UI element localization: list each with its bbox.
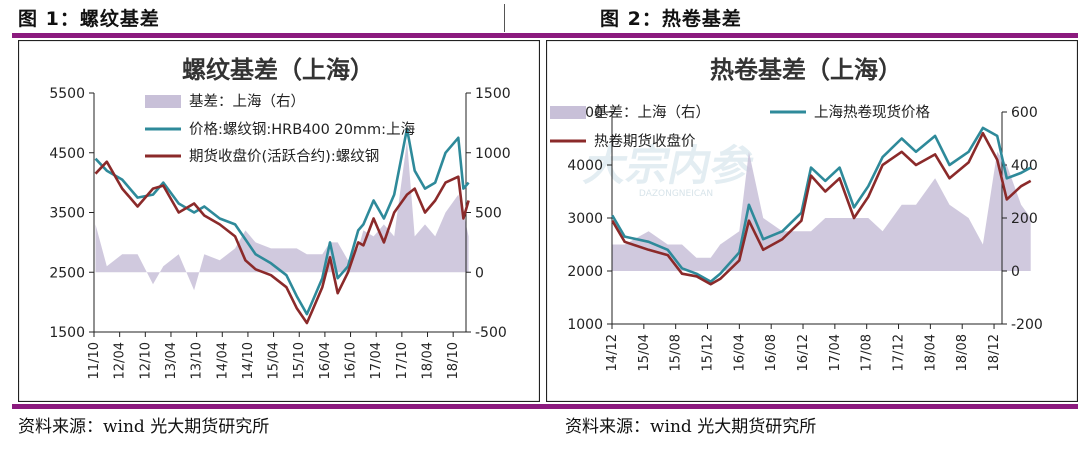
x-tick-label: 15/10	[292, 342, 307, 379]
futures-price-series	[94, 160, 470, 325]
figure-1-title: 图 1：螺纹基差	[18, 8, 160, 30]
figure-2-source: 资料来源：wind 光大期货研究所	[565, 417, 817, 437]
x-tick-label: 16/04	[318, 342, 333, 379]
y-left-tick-label: 4500	[49, 146, 85, 162]
x-tick-label: 18/12	[987, 334, 1002, 371]
x-tick-label: 17/08	[860, 334, 875, 371]
y-left-tick-label: 5500	[49, 86, 85, 102]
y-right-tick-label: 500	[475, 206, 502, 222]
x-tick-label: 16/04	[732, 334, 747, 371]
chart-title: 螺纹基差（上海）	[182, 56, 374, 84]
x-tick-label: 18/04	[421, 342, 436, 379]
x-tick-label: 16/10	[344, 342, 359, 379]
figure-1-source: 资料来源：wind 光大期货研究所	[18, 417, 270, 437]
x-tick-label: 17/04	[369, 342, 384, 379]
y-right-tick-label: 0	[1011, 264, 1020, 280]
x-tick-label: 12/04	[113, 342, 128, 379]
hrc-basis-chart: 热卷基差（上海）大宗内参DAZONGNEICAN1000200030004000…	[546, 40, 1078, 402]
x-tick-label: 17/10	[395, 342, 410, 379]
x-tick-label: 15/04	[267, 342, 282, 379]
watermark-subtext: DAZONGNEICAN	[639, 189, 713, 199]
y-left-tick-label: 2000	[567, 264, 603, 280]
y-left-tick-label: 1500	[49, 325, 85, 341]
header-divider	[504, 4, 505, 32]
legend-swatch-basis	[550, 106, 586, 119]
y-right-tick-label: -200	[1011, 317, 1043, 333]
x-tick-label: 13/10	[190, 342, 205, 379]
bottom-rule	[12, 404, 1078, 409]
x-tick-label: 14/12	[605, 334, 620, 371]
x-tick-label: 15/12	[701, 334, 716, 371]
legend-label: 期货收盘价(活跃合约):螺纹钢	[189, 147, 379, 165]
y-left-tick-label: 3500	[49, 206, 85, 222]
x-tick-label: 14/04	[215, 342, 230, 379]
y-right-tick-label: 1500	[475, 86, 511, 102]
basis-area-series	[95, 140, 469, 291]
x-tick-label: 17/12	[892, 334, 907, 371]
figure-2-title: 图 2：热卷基差	[600, 8, 742, 30]
x-tick-label: 14/10	[241, 342, 256, 379]
x-tick-label: 16/08	[764, 334, 779, 371]
x-tick-label: 17/04	[828, 334, 843, 371]
spot-price-series	[94, 127, 470, 316]
y-right-tick-label: -500	[475, 325, 507, 341]
x-tick-label: 16/12	[796, 334, 811, 371]
y-left-tick-label: 2500	[49, 265, 85, 281]
y-right-tick-label: 600	[1011, 105, 1038, 121]
x-tick-label: 18/08	[955, 334, 970, 371]
y-left-tick-label: 1000	[567, 317, 603, 333]
x-tick-label: 11/10	[87, 342, 102, 379]
y-left-tick-label: 4000	[567, 158, 603, 174]
y-right-tick-label: 0	[475, 265, 484, 281]
watermark-text: 大宗内参	[580, 142, 759, 190]
legend-swatch-basis	[145, 95, 181, 108]
legend-label: 热卷期货收盘价	[594, 132, 696, 150]
spot-price-series	[611, 126, 1032, 283]
basis-area-series	[612, 151, 1031, 271]
futures-price-series	[611, 131, 1032, 286]
x-tick-label: 18/04	[923, 334, 938, 371]
y-right-tick-label: 1000	[475, 146, 511, 162]
x-tick-label: 13/04	[164, 342, 179, 379]
x-tick-label: 15/08	[669, 334, 684, 371]
y-left-tick-label: 3000	[567, 211, 603, 227]
rebar-basis-chart: 螺纹基差（上海） 1500 2500 3500 4500 5500 -500 0 500 1000…	[18, 40, 540, 402]
x-tick-label: 18/10	[446, 342, 461, 379]
top-rule	[12, 33, 1078, 38]
legend-label: 价格:螺纹钢:HRB400 20mm:上海	[189, 121, 415, 138]
y-right-tick-label: 400	[1011, 158, 1038, 174]
x-tick-label: 12/10	[138, 342, 153, 379]
legend-label: 基差：上海（右）	[189, 93, 305, 110]
x-tick-label: 15/04	[637, 334, 652, 371]
legend-label: 基差：上海（右）	[594, 104, 710, 121]
legend-label: 上海热卷现货价格	[814, 104, 930, 121]
chart-title: 热卷基差（上海）	[710, 56, 902, 84]
y-right-tick-label: 200	[1011, 211, 1038, 227]
